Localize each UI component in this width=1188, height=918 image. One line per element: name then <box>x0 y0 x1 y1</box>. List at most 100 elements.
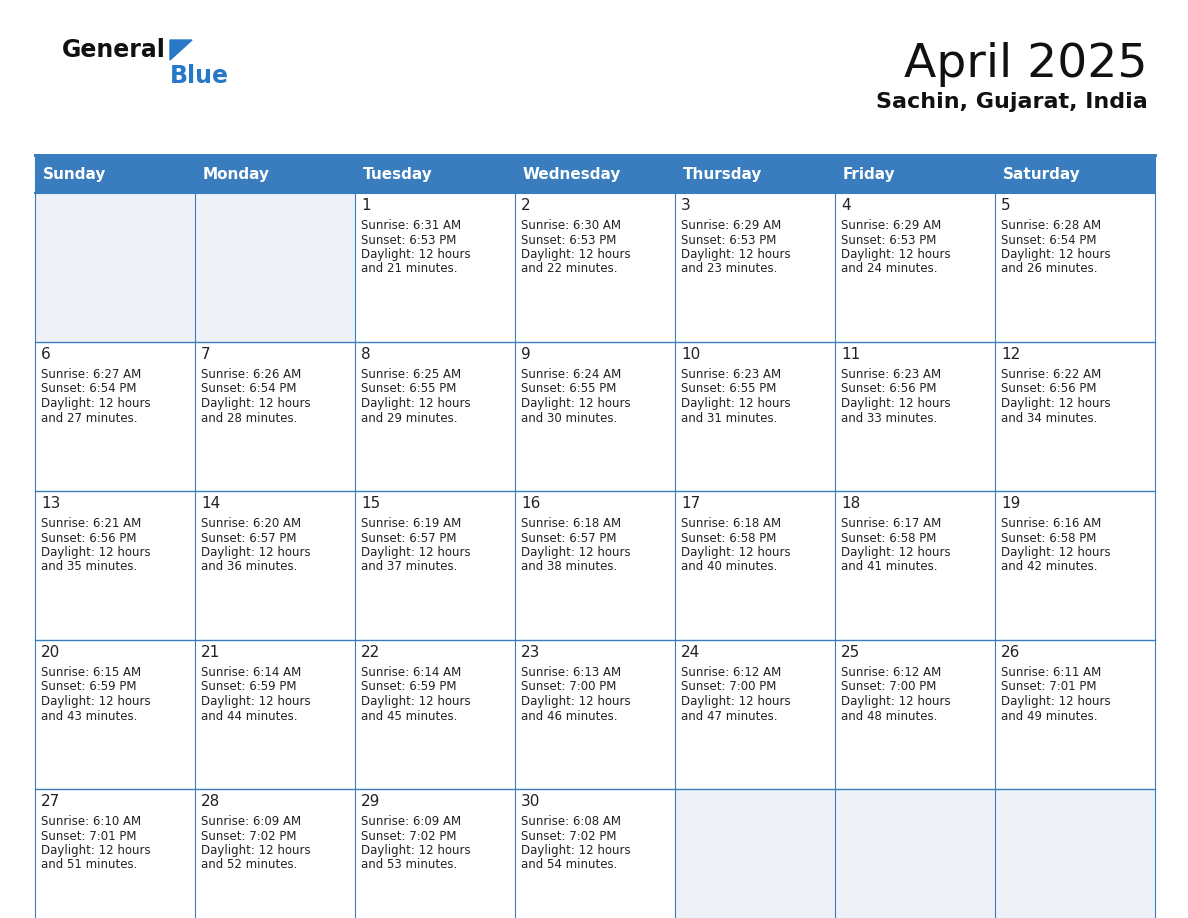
Text: Daylight: 12 hours: Daylight: 12 hours <box>681 546 791 559</box>
Text: Daylight: 12 hours: Daylight: 12 hours <box>201 397 310 410</box>
Bar <box>195 789 355 918</box>
Bar <box>835 789 996 918</box>
Text: 13: 13 <box>42 496 61 511</box>
Text: 27: 27 <box>42 794 61 809</box>
Text: Sunrise: 6:21 AM: Sunrise: 6:21 AM <box>42 517 141 530</box>
Text: 4: 4 <box>841 198 851 213</box>
Text: 28: 28 <box>201 794 220 809</box>
Text: Daylight: 12 hours: Daylight: 12 hours <box>1001 397 1111 410</box>
Text: Sunset: 6:59 PM: Sunset: 6:59 PM <box>201 680 297 693</box>
Text: Daylight: 12 hours: Daylight: 12 hours <box>42 546 151 559</box>
Text: Daylight: 12 hours: Daylight: 12 hours <box>361 546 470 559</box>
Text: Monday: Monday <box>203 166 270 182</box>
Text: Sunrise: 6:23 AM: Sunrise: 6:23 AM <box>841 368 941 381</box>
Text: Daylight: 12 hours: Daylight: 12 hours <box>361 695 470 708</box>
Bar <box>996 342 1155 491</box>
Text: 30: 30 <box>522 794 541 809</box>
Text: Sunrise: 6:09 AM: Sunrise: 6:09 AM <box>201 815 301 828</box>
Text: Sunset: 7:01 PM: Sunset: 7:01 PM <box>1001 680 1097 693</box>
Text: 10: 10 <box>681 347 700 362</box>
Text: 12: 12 <box>1001 347 1020 362</box>
Text: and 46 minutes.: and 46 minutes. <box>522 710 618 722</box>
Bar <box>195 491 355 640</box>
Bar <box>195 155 355 193</box>
Text: Sunrise: 6:29 AM: Sunrise: 6:29 AM <box>681 219 782 232</box>
Text: Sunset: 6:59 PM: Sunset: 6:59 PM <box>42 680 137 693</box>
Text: Sunrise: 6:09 AM: Sunrise: 6:09 AM <box>361 815 461 828</box>
Text: and 34 minutes.: and 34 minutes. <box>1001 411 1098 424</box>
Bar <box>516 640 675 789</box>
Text: Sunrise: 6:29 AM: Sunrise: 6:29 AM <box>841 219 941 232</box>
Text: and 44 minutes.: and 44 minutes. <box>201 710 297 722</box>
Text: General: General <box>62 38 166 62</box>
Bar <box>835 155 996 193</box>
Text: Daylight: 12 hours: Daylight: 12 hours <box>681 248 791 261</box>
Text: Sunset: 6:54 PM: Sunset: 6:54 PM <box>42 383 137 396</box>
Text: 15: 15 <box>361 496 380 511</box>
Text: Sunday: Sunday <box>43 166 107 182</box>
Bar <box>355 789 516 918</box>
Bar <box>355 491 516 640</box>
Text: and 54 minutes.: and 54 minutes. <box>522 858 618 871</box>
Text: 5: 5 <box>1001 198 1011 213</box>
Bar <box>675 155 835 193</box>
Text: Sunset: 6:58 PM: Sunset: 6:58 PM <box>1001 532 1097 544</box>
Text: Sunrise: 6:23 AM: Sunrise: 6:23 AM <box>681 368 782 381</box>
Polygon shape <box>170 40 192 60</box>
Text: Sunrise: 6:13 AM: Sunrise: 6:13 AM <box>522 666 621 679</box>
Text: Sunset: 6:53 PM: Sunset: 6:53 PM <box>361 233 456 247</box>
Bar <box>516 789 675 918</box>
Text: Blue: Blue <box>170 64 229 88</box>
Text: Sunset: 7:02 PM: Sunset: 7:02 PM <box>201 830 297 843</box>
Bar <box>34 342 195 491</box>
Text: Sunset: 6:55 PM: Sunset: 6:55 PM <box>522 383 617 396</box>
Text: Saturday: Saturday <box>1003 166 1081 182</box>
Text: Sachin, Gujarat, India: Sachin, Gujarat, India <box>877 92 1148 112</box>
Text: and 48 minutes.: and 48 minutes. <box>841 710 937 722</box>
Text: Sunrise: 6:14 AM: Sunrise: 6:14 AM <box>361 666 461 679</box>
Text: Sunset: 6:54 PM: Sunset: 6:54 PM <box>201 383 297 396</box>
Text: and 26 minutes.: and 26 minutes. <box>1001 263 1098 275</box>
Bar <box>675 789 835 918</box>
Text: and 51 minutes.: and 51 minutes. <box>42 858 138 871</box>
Text: Sunset: 6:53 PM: Sunset: 6:53 PM <box>841 233 936 247</box>
Bar <box>516 342 675 491</box>
Text: Sunset: 7:01 PM: Sunset: 7:01 PM <box>42 830 137 843</box>
Bar <box>355 342 516 491</box>
Text: Sunrise: 6:14 AM: Sunrise: 6:14 AM <box>201 666 302 679</box>
Text: Sunset: 6:56 PM: Sunset: 6:56 PM <box>1001 383 1097 396</box>
Text: and 24 minutes.: and 24 minutes. <box>841 263 937 275</box>
Text: Sunset: 6:57 PM: Sunset: 6:57 PM <box>522 532 617 544</box>
Text: 8: 8 <box>361 347 371 362</box>
Text: and 29 minutes.: and 29 minutes. <box>361 411 457 424</box>
Text: 17: 17 <box>681 496 700 511</box>
Text: Sunrise: 6:27 AM: Sunrise: 6:27 AM <box>42 368 141 381</box>
Text: and 33 minutes.: and 33 minutes. <box>841 411 937 424</box>
Text: Daylight: 12 hours: Daylight: 12 hours <box>522 695 631 708</box>
Text: 9: 9 <box>522 347 531 362</box>
Text: Daylight: 12 hours: Daylight: 12 hours <box>361 248 470 261</box>
Text: Sunset: 6:57 PM: Sunset: 6:57 PM <box>361 532 456 544</box>
Text: Sunrise: 6:20 AM: Sunrise: 6:20 AM <box>201 517 301 530</box>
Text: Daylight: 12 hours: Daylight: 12 hours <box>841 546 950 559</box>
Text: and 38 minutes.: and 38 minutes. <box>522 561 618 574</box>
Text: 29: 29 <box>361 794 380 809</box>
Text: and 36 minutes.: and 36 minutes. <box>201 561 297 574</box>
Text: Sunrise: 6:18 AM: Sunrise: 6:18 AM <box>681 517 782 530</box>
Text: Sunset: 7:00 PM: Sunset: 7:00 PM <box>681 680 777 693</box>
Text: 11: 11 <box>841 347 860 362</box>
Text: 26: 26 <box>1001 645 1020 660</box>
Text: and 52 minutes.: and 52 minutes. <box>201 858 297 871</box>
Text: and 23 minutes.: and 23 minutes. <box>681 263 777 275</box>
Bar <box>34 193 195 342</box>
Text: and 37 minutes.: and 37 minutes. <box>361 561 457 574</box>
Text: Sunrise: 6:25 AM: Sunrise: 6:25 AM <box>361 368 461 381</box>
Text: Daylight: 12 hours: Daylight: 12 hours <box>841 248 950 261</box>
Bar <box>355 193 516 342</box>
Bar <box>996 789 1155 918</box>
Text: Sunset: 7:02 PM: Sunset: 7:02 PM <box>522 830 617 843</box>
Text: Sunset: 6:53 PM: Sunset: 6:53 PM <box>681 233 777 247</box>
Text: Daylight: 12 hours: Daylight: 12 hours <box>1001 695 1111 708</box>
Text: and 42 minutes.: and 42 minutes. <box>1001 561 1098 574</box>
Text: and 30 minutes.: and 30 minutes. <box>522 411 618 424</box>
